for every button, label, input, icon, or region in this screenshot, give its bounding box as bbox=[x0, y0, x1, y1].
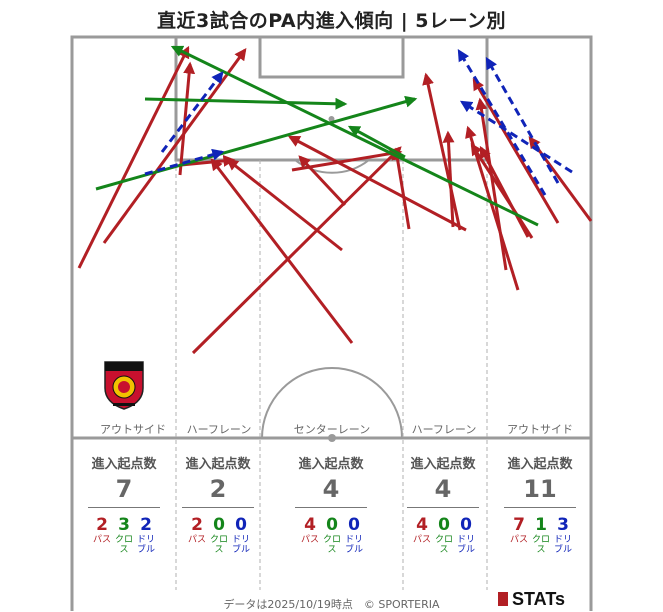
pass-arrow bbox=[226, 158, 343, 252]
lane-label-halfspace-left: ハーフレーン bbox=[186, 423, 252, 436]
goal-area bbox=[258, 35, 405, 79]
center-spot bbox=[328, 434, 336, 442]
center-circle bbox=[261, 367, 403, 439]
lane-cross-count: 0 クロス bbox=[322, 515, 341, 555]
dribble-arrow bbox=[457, 48, 547, 196]
pass-arrow bbox=[180, 154, 236, 167]
lane-pass-count: 2 パス bbox=[187, 515, 206, 545]
pass-arrow bbox=[472, 77, 560, 224]
cross-arrow bbox=[95, 95, 418, 191]
club-crest-icon bbox=[104, 361, 144, 410]
lane-pass-count: 2 パス bbox=[92, 515, 111, 545]
pass-arrow bbox=[422, 72, 462, 231]
lane-cross-count: 0 クロス bbox=[209, 515, 228, 555]
brand-logo: STATs bbox=[498, 589, 565, 610]
penalty-spot bbox=[328, 116, 335, 122]
lane-label-center: センターレーン bbox=[293, 423, 371, 436]
pass-arrow bbox=[475, 97, 508, 271]
lane-cross-count: 3 クロス bbox=[114, 515, 133, 555]
lane-cross-count: 1 クロス bbox=[531, 515, 550, 555]
cross-arrow bbox=[170, 45, 539, 227]
pass-arrow bbox=[298, 155, 347, 207]
lane-stat-header: 進入起点数 bbox=[91, 457, 157, 472]
pass-arrow bbox=[442, 130, 455, 228]
pass-arrow bbox=[210, 158, 354, 344]
cross-arrow bbox=[347, 125, 406, 159]
lane-label-outside-right: アウトサイド bbox=[507, 423, 573, 436]
lane-total: 7 bbox=[115, 475, 133, 503]
pass-arrow bbox=[191, 146, 402, 355]
footer-note: データは2025/10/19時点 © SPORTERIA bbox=[223, 598, 440, 611]
lane-stat-header: 進入起点数 bbox=[298, 457, 364, 472]
dribble-arrow bbox=[459, 100, 573, 174]
lane-total: 4 bbox=[322, 475, 340, 503]
dribble-arrow bbox=[144, 148, 225, 176]
stat-divider bbox=[295, 507, 367, 508]
stat-divider bbox=[504, 507, 576, 508]
lane-stat-header: 進入起点数 bbox=[185, 457, 251, 472]
page-title: 直近3試合のPA内進入傾向 | 5レーン別 bbox=[156, 10, 507, 32]
lane-pass-count: 4 パス bbox=[300, 515, 319, 545]
stat-divider bbox=[182, 507, 254, 508]
pass-arrow bbox=[291, 147, 403, 172]
stat-divider bbox=[407, 507, 479, 508]
pass-arrow bbox=[470, 142, 534, 239]
dribble-arrow bbox=[485, 56, 560, 184]
lane-dribble-count: 0 ドリブル bbox=[344, 515, 363, 555]
lane-stat-header: 進入起点数 bbox=[410, 457, 476, 472]
arrows-layer bbox=[77, 45, 593, 355]
pass-arrow bbox=[391, 147, 411, 230]
lane-dribble-count: 0 ドリブル bbox=[456, 515, 475, 555]
lane-dribble-count: 2 ドリブル bbox=[136, 515, 155, 555]
lane-pass-count: 7 パス bbox=[509, 515, 528, 545]
lane-stat-header: 進入起点数 bbox=[507, 457, 573, 472]
lane-label-halfspace-right: ハーフレーン bbox=[411, 423, 477, 436]
lane-pass-count: 4 パス bbox=[412, 515, 431, 545]
lane-dribble-count: 0 ドリブル bbox=[231, 515, 250, 555]
lane-dividers bbox=[175, 160, 488, 590]
dribble-arrow bbox=[160, 71, 224, 153]
lane-total: 4 bbox=[434, 475, 452, 503]
stat-divider bbox=[88, 507, 160, 508]
lane-dribble-count: 3 ドリブル bbox=[553, 515, 572, 555]
pass-arrow bbox=[528, 136, 593, 222]
lane-cross-count: 0 クロス bbox=[434, 515, 453, 555]
lane-total: 2 bbox=[209, 475, 227, 503]
lane-total: 11 bbox=[523, 475, 557, 503]
lane-label-outside-left: アウトサイド bbox=[100, 423, 166, 436]
brand-mark-icon bbox=[498, 592, 508, 606]
cross-arrow bbox=[144, 97, 348, 110]
pass-arrow bbox=[287, 135, 467, 232]
pass-arrow bbox=[77, 45, 190, 269]
